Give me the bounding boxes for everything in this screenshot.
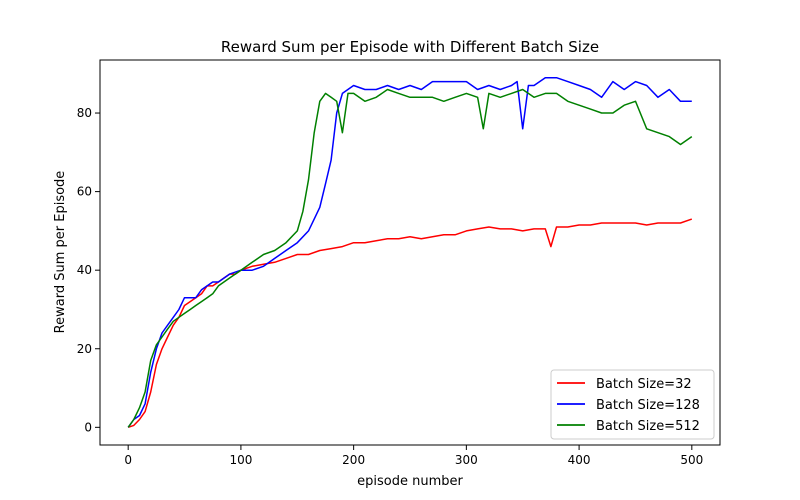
y-axis-label: Reward Sum per Episode: [53, 171, 68, 334]
x-axis: 0 100 200 300 400 500: [124, 445, 703, 467]
x-tick-label: 200: [342, 453, 365, 467]
legend-box: [550, 369, 715, 440]
y-tick-label: 40: [77, 263, 92, 277]
series-line-2: [127, 76, 692, 428]
legend: Batch Size=32 Batch Size=128 Batch Size=51…: [550, 369, 715, 440]
y-tick-label: 20: [77, 342, 92, 356]
y-tick-label: 60: [77, 185, 92, 199]
x-tick-label: 0: [124, 453, 132, 467]
legend-label-1: Batch Size=32: [596, 377, 692, 392]
x-tick-label: 400: [568, 453, 591, 467]
chart-title: Reward Sum per Episode with Different Ba…: [221, 38, 599, 56]
y-axis: 0 20 40 60 80: [77, 106, 100, 434]
series-line-1: [127, 218, 693, 429]
y-tick-label: 0: [84, 420, 92, 434]
x-tick-label: 300: [455, 453, 478, 467]
x-axis-label: episode number: [357, 474, 463, 489]
y-tick-label: 80: [77, 106, 92, 120]
legend-label-3: Batch Size=512: [596, 419, 700, 434]
legend-label-2: Batch Size=128: [596, 398, 700, 413]
x-tick-label: 500: [680, 453, 703, 467]
series-line-3: [127, 88, 693, 428]
plot-area: [127, 76, 693, 429]
plot-frame: [99, 59, 721, 446]
x-tick-label: 100: [229, 453, 252, 467]
